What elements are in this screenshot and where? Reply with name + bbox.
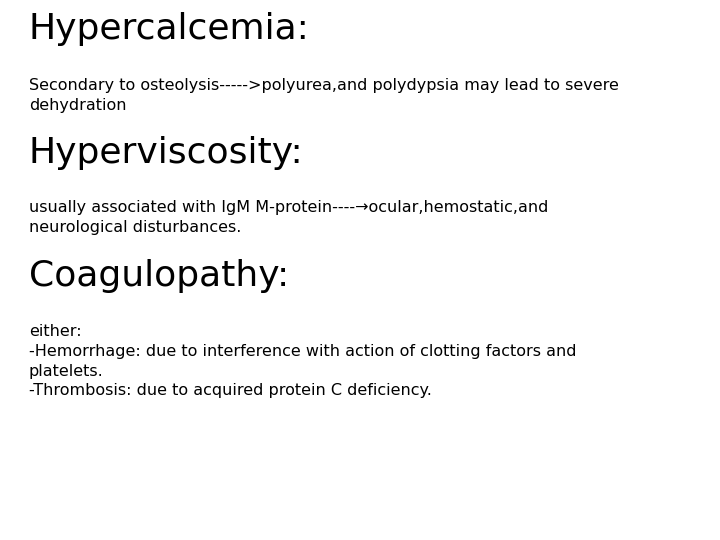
- Text: usually associated with IgM M-protein----→ocular,hemostatic,and
neurological dis: usually associated with IgM M-protein---…: [29, 200, 548, 234]
- Text: either:
-Hemorrhage: due to interference with action of clotting factors and
pla: either: -Hemorrhage: due to interference…: [29, 324, 576, 399]
- Text: Hypercalcemia:: Hypercalcemia:: [29, 12, 310, 46]
- Text: Secondary to osteolysis----->polyurea,and polydypsia may lead to severe
dehydrat: Secondary to osteolysis----->polyurea,an…: [29, 78, 618, 113]
- Text: Coagulopathy:: Coagulopathy:: [29, 259, 289, 293]
- Text: Hyperviscosity:: Hyperviscosity:: [29, 136, 304, 170]
